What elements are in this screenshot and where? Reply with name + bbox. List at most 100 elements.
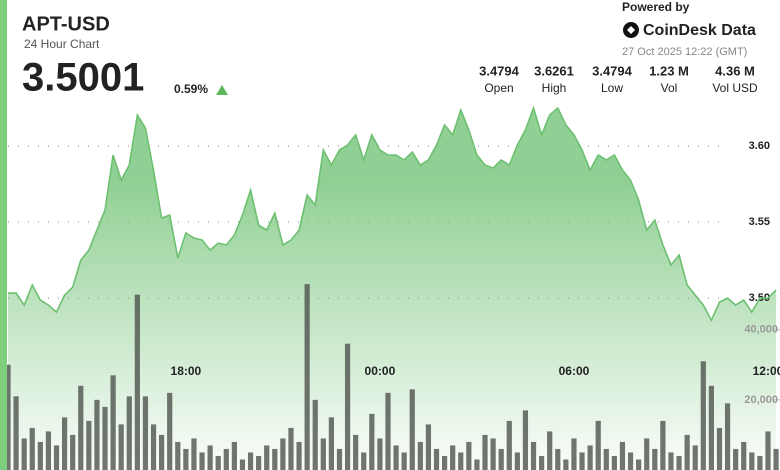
accent-strip — [0, 0, 7, 470]
brand-logo — [623, 22, 639, 38]
volume-bar — [393, 445, 399, 470]
symbol: APT-USD — [22, 13, 110, 35]
up-arrow — [216, 85, 228, 95]
volume-bar — [636, 459, 642, 470]
volume-bar — [539, 455, 545, 470]
volume-bar — [474, 459, 480, 470]
volume-bar — [312, 399, 318, 470]
volume-bar — [126, 396, 132, 470]
volume-bar — [563, 459, 569, 470]
stat-value: 3.6261 — [534, 63, 574, 78]
powered-by: Powered by — [622, 0, 690, 14]
volume-bar — [482, 434, 488, 470]
volume-bar — [692, 445, 698, 470]
stat-label: Vol USD — [712, 81, 758, 95]
price-area — [8, 108, 777, 470]
volume-bar — [547, 431, 553, 470]
price-line — [8, 105, 777, 323]
line-layer: 3.503.553.6018:0000:0006:0012:0020,00040… — [8, 105, 780, 406]
volume-bar — [369, 413, 375, 470]
volume-bar — [21, 438, 27, 470]
volume-bar — [425, 424, 432, 470]
volume-bar — [700, 361, 706, 470]
volume-bar — [304, 284, 310, 470]
volume-bar — [328, 417, 334, 470]
plot-area: 3.503.553.6018:0000:0006:0012:0020,00040… — [5, 105, 780, 470]
volume-bar — [45, 431, 52, 470]
volume-bar — [142, 396, 149, 470]
volume-bar — [514, 452, 520, 470]
volume-bar — [741, 441, 747, 470]
volume-bar — [708, 385, 714, 470]
volume-bar — [150, 424, 157, 470]
volume-bar — [571, 438, 577, 470]
volume-bar — [506, 420, 512, 470]
timestamp: 27 Oct 2025 12:22 (GMT) — [622, 46, 747, 58]
volume-bar — [78, 385, 84, 470]
volume-bar — [215, 455, 221, 470]
volume-bar — [377, 438, 383, 470]
volume-bar — [490, 438, 496, 470]
volume-bar — [134, 294, 140, 470]
y-tick-label: 3.55 — [749, 216, 770, 228]
volume-bar — [733, 448, 739, 470]
x-tick-label: 18:00 — [171, 364, 202, 378]
volume-bar — [296, 441, 302, 470]
volume-bar — [183, 448, 189, 470]
x-tick-label: 06:00 — [559, 364, 590, 378]
stat-label: High — [542, 81, 567, 95]
volume-bar — [724, 403, 731, 470]
x-tick-label: 12:00 — [753, 364, 780, 378]
volume-bar — [611, 455, 617, 470]
stat-label: Open — [484, 81, 513, 95]
volume-bar — [757, 455, 763, 470]
volume-bar — [70, 434, 76, 470]
volume-bar — [353, 434, 359, 470]
volume-bar — [773, 448, 779, 470]
volume-bar — [336, 448, 343, 470]
x-tick-label: 00:00 — [365, 364, 396, 378]
volume-bar — [247, 452, 254, 470]
volume-bar — [61, 417, 68, 470]
volume-bar — [13, 396, 19, 470]
volume-bar — [199, 452, 205, 470]
volume-bar — [627, 452, 634, 470]
volume-bar — [239, 459, 246, 470]
volume-tick-label: 40,000 — [744, 324, 778, 336]
volume-bar — [749, 452, 755, 470]
volume-bar — [110, 375, 116, 470]
volume-bar — [94, 399, 100, 470]
volume-bar — [433, 448, 440, 470]
volume-tick-label: 20,000 — [744, 394, 778, 406]
stat-value: 4.36 M — [715, 63, 755, 78]
header: APT-USD 24 Hour Chart 3.5001 0.59% 3.479… — [22, 0, 758, 99]
volume-bar — [361, 452, 367, 470]
volume-bar — [167, 392, 173, 470]
volume-bar — [344, 343, 351, 470]
volume-bar — [53, 445, 60, 470]
volume-bar — [288, 427, 294, 470]
volume-bar — [765, 431, 771, 470]
volume-bar — [587, 445, 593, 470]
volume-bar — [603, 448, 609, 470]
volume-bar — [86, 420, 92, 470]
stat-label: Low — [601, 81, 623, 95]
volume-bar — [385, 392, 391, 470]
volume-bar — [320, 438, 326, 470]
volume-layer — [5, 284, 779, 470]
change: 0.59% — [174, 82, 208, 96]
volume-bar — [272, 448, 278, 470]
volume-bar — [555, 448, 561, 470]
volume-bar — [684, 434, 690, 470]
stat-value: 3.4794 — [479, 63, 520, 78]
volume-bar — [409, 389, 415, 470]
volume-bar — [522, 410, 529, 470]
volume-bar — [466, 441, 472, 470]
volume-bar — [207, 445, 213, 470]
volume-bar — [668, 452, 674, 470]
volume-bar — [530, 441, 537, 470]
volume-bar — [417, 441, 423, 470]
volume-bar — [660, 420, 666, 470]
volume-bar — [37, 441, 43, 470]
